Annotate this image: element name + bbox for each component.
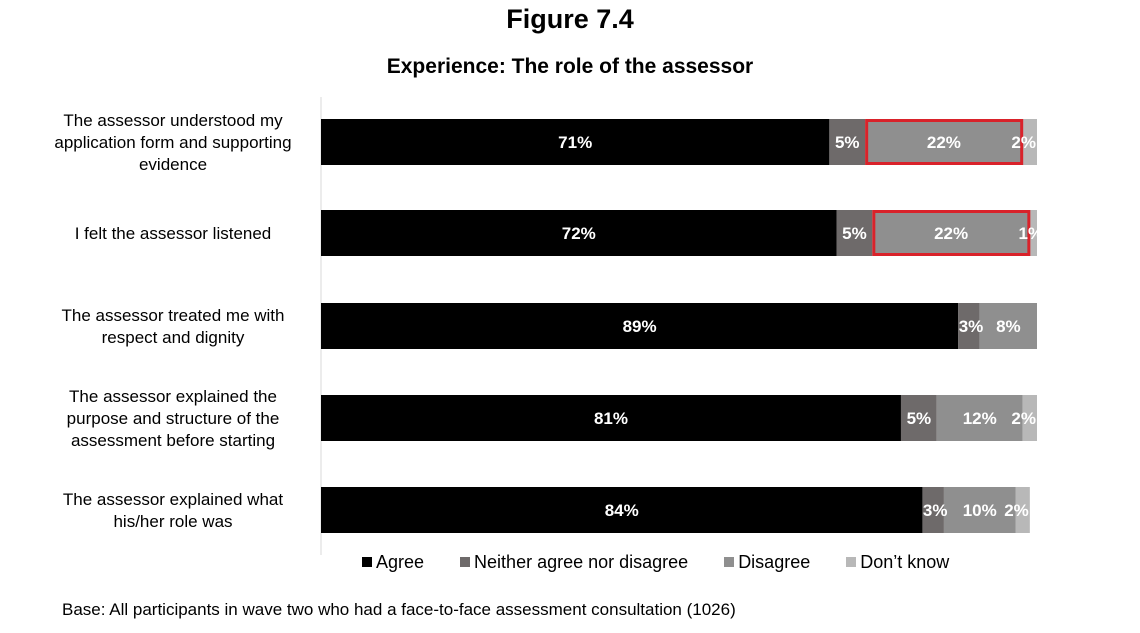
legend-swatch — [846, 557, 857, 567]
data-label: 12% — [963, 409, 997, 428]
data-label: 89% — [623, 317, 657, 336]
bar-segment-disagree — [872, 210, 1030, 256]
data-label: 2% — [1011, 409, 1036, 428]
data-label: 22% — [934, 224, 968, 243]
data-label: 5% — [907, 409, 932, 428]
data-label: 5% — [835, 133, 860, 152]
legend-swatch — [460, 557, 471, 567]
bar-segment-don-t-know — [1022, 395, 1037, 441]
category-label-line: assessment before starting — [71, 431, 275, 450]
bar-segment-disagree — [936, 395, 1023, 441]
bar-segment-disagree — [865, 119, 1023, 165]
category-label-line: evidence — [139, 155, 207, 174]
legend-item: Agree — [362, 552, 424, 573]
chart-title: Experience: The role of the assessor — [386, 55, 754, 78]
data-label: 3% — [959, 317, 984, 336]
legend-label: Neither agree nor disagree — [474, 551, 689, 572]
bar-segment-agree — [321, 303, 959, 349]
category-label: The assessor treated me with respect and … — [62, 306, 285, 347]
data-label: 2% — [1004, 501, 1029, 520]
bar-segment-agree — [321, 119, 830, 165]
bar-segment-neither-agree-nor-disagree — [836, 210, 873, 256]
bar-segment-neither-agree-nor-disagree — [900, 395, 937, 441]
bar-segment-don-t-know — [1015, 487, 1030, 533]
category-label-line: application form and supporting — [54, 133, 291, 152]
category-label-line: The assessor understood my — [63, 111, 283, 130]
category-label: The assessor explained the purpose and st… — [67, 387, 280, 450]
data-label: 71% — [558, 133, 592, 152]
legend-label: Don’t know — [860, 551, 950, 572]
data-label: 3% — [923, 501, 948, 520]
data-label: 81% — [594, 409, 628, 428]
bar-segment-agree — [321, 210, 837, 256]
data-label: 72% — [562, 224, 596, 243]
figure-label: Figure 7.4 — [506, 4, 634, 34]
bar-segment-neither-agree-nor-disagree — [958, 303, 980, 349]
category-label-line: The assessor explained the — [69, 387, 277, 406]
category-label-line: The assessor explained what — [63, 490, 283, 509]
bar-segment-don-t-know — [1029, 210, 1037, 256]
data-label: 84% — [605, 501, 639, 520]
data-label: 22% — [927, 133, 961, 152]
highlight-box — [865, 119, 1024, 165]
legend-label: Agree — [376, 551, 425, 572]
category-label-line: I felt the assessor listened — [75, 224, 272, 243]
category-label: The assessor understood my application fo… — [54, 111, 291, 174]
bar-segment-neither-agree-nor-disagree — [922, 487, 944, 533]
legend-swatch — [724, 557, 735, 567]
legend-label: Disagree — [738, 551, 811, 572]
category-label: I felt the assessor listened — [75, 224, 272, 243]
legend: Agree Neither agree nor disagree Disagree D… — [362, 550, 985, 574]
bar-segment-don-t-know — [1022, 119, 1037, 165]
bar-segment-agree — [321, 487, 923, 533]
bar-segment-neither-agree-nor-disagree — [829, 119, 866, 165]
legend-swatch — [362, 557, 372, 567]
data-label: 5% — [842, 224, 867, 243]
category-label-line: The assessor treated me with — [62, 306, 285, 325]
bar-segment-disagree — [979, 303, 1037, 349]
bar-segment-disagree — [943, 487, 1016, 533]
category-label-line: respect and dignity — [102, 328, 245, 347]
data-label: 1% — [1019, 224, 1044, 243]
bar-segment-agree — [321, 395, 901, 441]
data-label: 10% — [963, 501, 997, 520]
category-label-line: his/her role was — [113, 512, 232, 531]
legend-item: Disagree — [724, 552, 810, 573]
legend-item: Neither agree nor disagree — [460, 552, 688, 573]
base-note: Base: All participants in wave two who h… — [62, 600, 736, 619]
highlight-box — [872, 210, 1031, 256]
category-label-line: purpose and structure of the — [67, 409, 280, 428]
legend-item: Don’t know — [846, 552, 949, 573]
category-label: The assessor explained what his/her role … — [63, 490, 283, 531]
data-label: 8% — [996, 317, 1021, 336]
data-label: 2% — [1011, 133, 1036, 152]
